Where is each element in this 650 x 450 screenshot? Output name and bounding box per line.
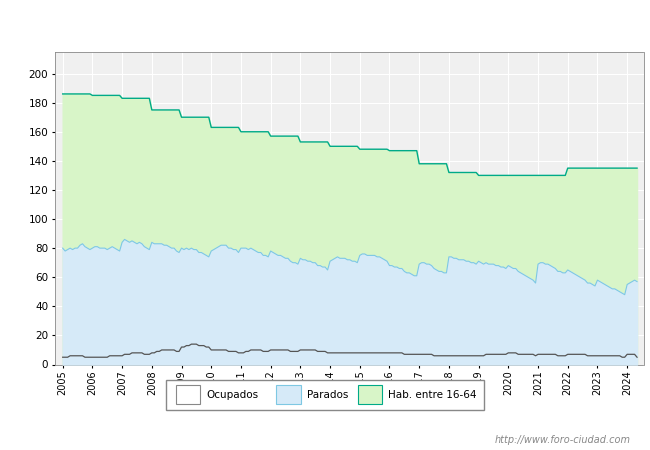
Text: Hab. entre 16-64: Hab. entre 16-64 <box>389 390 477 400</box>
Text: Serranillos - Evolucion de la poblacion en edad de Trabajar Mayo de 2024: Serranillos - Evolucion de la poblacion … <box>49 17 601 30</box>
Text: Parados: Parados <box>307 390 348 400</box>
FancyBboxPatch shape <box>166 380 484 410</box>
Text: Ocupados: Ocupados <box>207 390 259 400</box>
FancyBboxPatch shape <box>276 385 300 404</box>
FancyBboxPatch shape <box>358 385 382 404</box>
Text: http://www.foro-ciudad.com: http://www.foro-ciudad.com <box>495 435 630 445</box>
FancyBboxPatch shape <box>176 385 200 404</box>
